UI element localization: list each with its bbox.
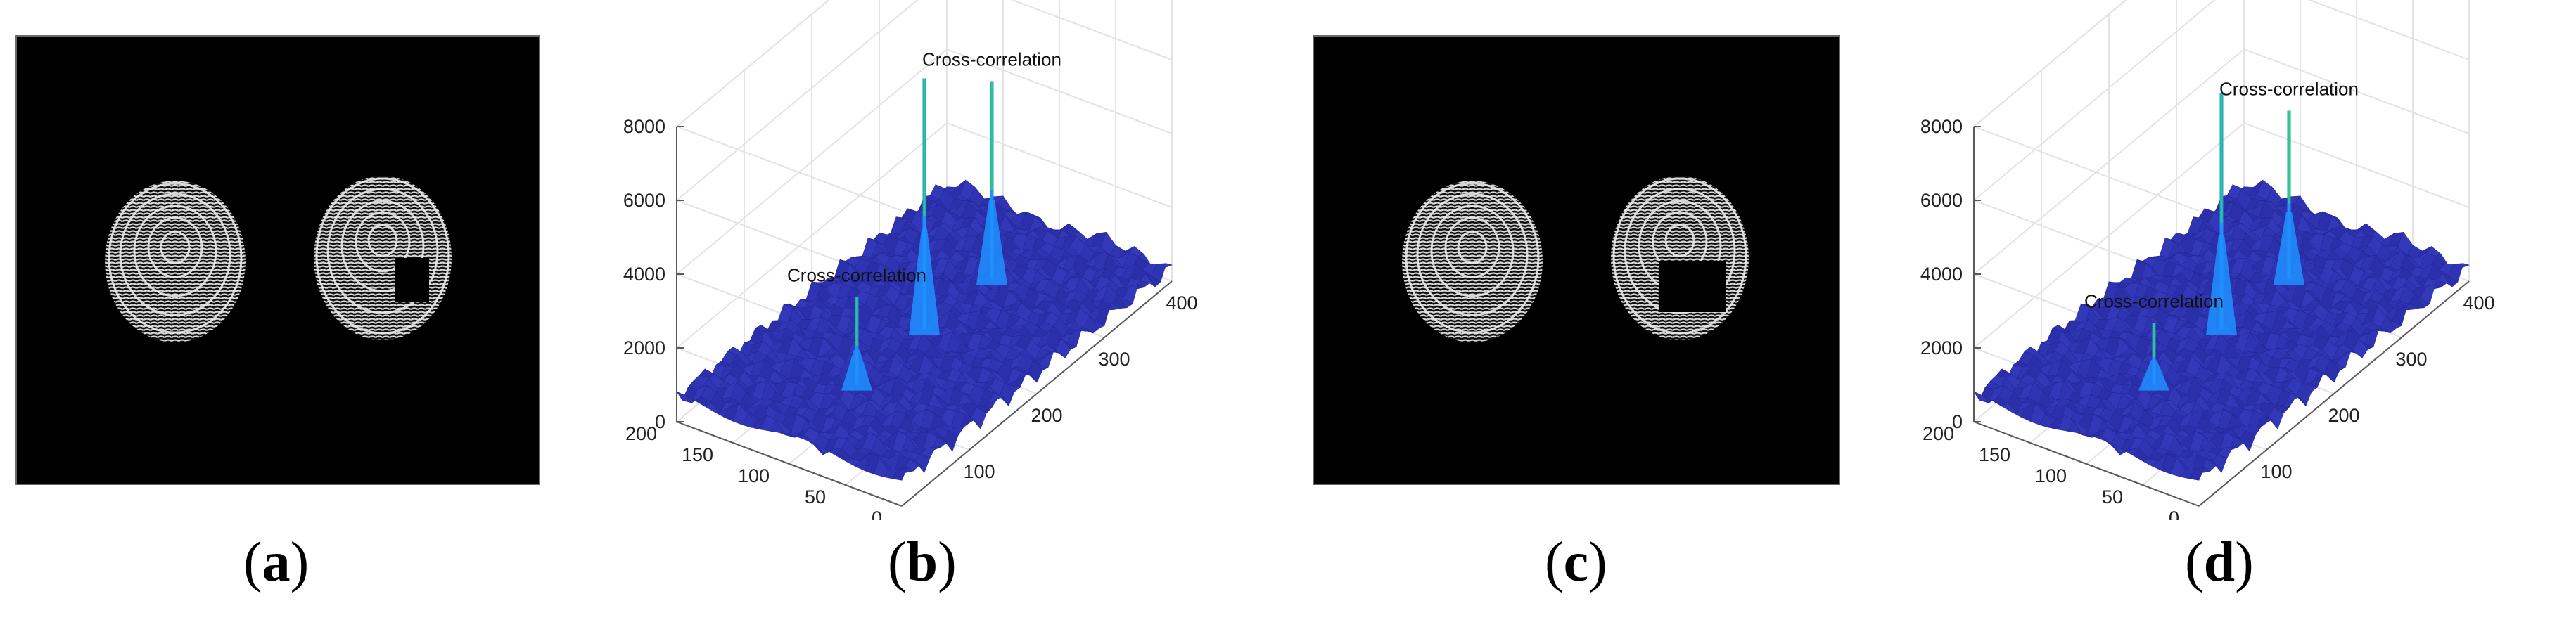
x-axis-line bbox=[2198, 280, 2470, 507]
x-tick-label: 100 bbox=[963, 461, 995, 482]
y-axis-line bbox=[1973, 421, 2200, 507]
y-tick-label: 0 bbox=[872, 508, 882, 520]
peak-1 bbox=[841, 297, 872, 391]
x-tick-label: 200 bbox=[2328, 405, 2359, 426]
z-tick-label: 2000 bbox=[1920, 337, 1963, 358]
y-axis-line bbox=[676, 421, 903, 507]
z-tick-label: 4000 bbox=[623, 264, 665, 285]
y-tick-label: 50 bbox=[805, 486, 826, 508]
caption-d: (d) bbox=[2185, 531, 2254, 593]
annotations: Cross-correlation Cross-correlation bbox=[2084, 79, 2359, 312]
right-fingerprint bbox=[314, 176, 452, 340]
caption-c: (c) bbox=[1545, 531, 1607, 593]
peaks bbox=[2138, 93, 2304, 391]
x-tick-label: 300 bbox=[2395, 349, 2427, 370]
caption-a: (a) bbox=[243, 531, 310, 593]
x-tick-label: 0 bbox=[906, 517, 917, 520]
occlusion-square bbox=[395, 258, 429, 302]
z-tick-label: 0 bbox=[655, 411, 665, 432]
surface-mesh bbox=[676, 179, 1173, 481]
surface-mesh bbox=[1973, 179, 2470, 481]
caption-b: (b) bbox=[888, 531, 957, 593]
y-tick-label: 150 bbox=[682, 444, 713, 465]
y-tick-label: 0 bbox=[2169, 508, 2179, 520]
z-tick-label: 8000 bbox=[1920, 116, 1963, 137]
x-tick-label: 100 bbox=[2260, 461, 2292, 482]
peak-2 bbox=[909, 78, 940, 335]
peak-1 bbox=[2138, 323, 2169, 391]
y-tick-label: 200 bbox=[625, 423, 657, 444]
z-tick-label: 6000 bbox=[1920, 190, 1963, 211]
y-tick-label: 150 bbox=[1979, 444, 2010, 465]
peak-2 bbox=[2206, 93, 2237, 335]
x-tick-label: 400 bbox=[1166, 292, 1197, 314]
surface-patch bbox=[892, 467, 908, 481]
fingerprint-pair-icon bbox=[1402, 176, 1749, 342]
left-fingerprint bbox=[1402, 181, 1543, 342]
y-tick-label: 100 bbox=[738, 465, 770, 486]
axis-ticks: 0200040006000800005010015020001002003004… bbox=[623, 116, 1198, 520]
right-fingerprint bbox=[1611, 176, 1749, 340]
annotation-cross-correlation: Cross-correlation bbox=[787, 265, 926, 286]
y-tick-label: 50 bbox=[2102, 486, 2123, 508]
annotation-cross-correlation: Cross-correlation bbox=[922, 49, 1061, 70]
y-tick-label: 200 bbox=[1923, 423, 1954, 444]
x-axis-line bbox=[901, 280, 1173, 507]
y-tick-label: 100 bbox=[2035, 465, 2067, 486]
annotation-cross-correlation: Cross-correlation bbox=[2084, 290, 2224, 311]
x-tick-label: 300 bbox=[1098, 349, 1130, 370]
surface-patch bbox=[2189, 467, 2205, 481]
fingerprint-image-c bbox=[1313, 35, 1840, 485]
x-tick-label: 200 bbox=[1031, 405, 1062, 426]
x-tick-label: 0 bbox=[2203, 517, 2214, 520]
fingerprint-image-a bbox=[15, 35, 540, 485]
z-tick-label: 0 bbox=[1952, 411, 1963, 432]
annotation-cross-correlation: Cross-correlation bbox=[2219, 79, 2359, 100]
fingerprint-pair-icon bbox=[105, 176, 452, 342]
axis-ticks: 0200040006000800005010015020001002003004… bbox=[1920, 116, 2495, 520]
annotations: Cross-correlation Cross-correlation bbox=[787, 49, 1061, 286]
peaks bbox=[841, 78, 1007, 391]
z-tick-label: 2000 bbox=[623, 337, 665, 358]
z-tick-label: 6000 bbox=[623, 190, 665, 211]
z-tick-label: 8000 bbox=[623, 116, 665, 137]
peak-3 bbox=[976, 81, 1007, 285]
surface-plot-b: Cross-correlationCross-correlation020004… bbox=[623, 0, 1198, 520]
surface-plot-d: Cross-correlationCross-correlation020004… bbox=[1920, 0, 2495, 520]
z-tick-label: 4000 bbox=[1920, 264, 1963, 285]
peak-3 bbox=[2274, 110, 2304, 285]
left-fingerprint bbox=[105, 181, 246, 342]
occlusion-rectangle bbox=[1659, 261, 1726, 312]
x-tick-label: 400 bbox=[2463, 292, 2494, 314]
